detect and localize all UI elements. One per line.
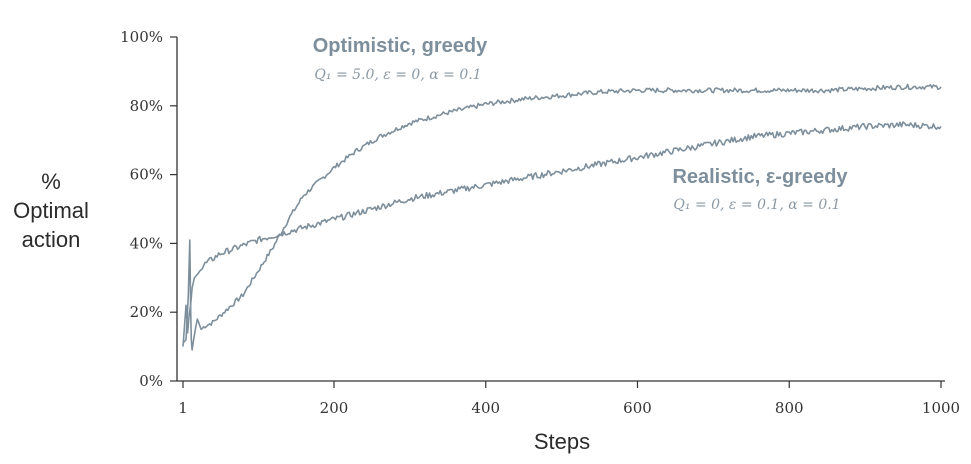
y-tick-label: 20% <box>130 303 163 321</box>
series-realistic-params: Q₁ = 0, ε = 0.1, α = 0.1 <box>673 197 840 213</box>
y-tick-label: 60% <box>130 166 163 184</box>
y-axis-title-line-2: Optimal <box>13 198 89 223</box>
series-group <box>182 83 942 351</box>
x-tick-label: 200 <box>320 399 349 417</box>
x-tick-label: 1 <box>178 399 188 417</box>
series-optimistic-title: Optimistic, greedy <box>313 35 488 57</box>
x-tick-label: 800 <box>775 399 804 417</box>
y-axis-title-line-3: action <box>22 227 81 252</box>
series-realistic-title: Realistic, ε-greedy <box>672 166 848 188</box>
y-tick-label: 80% <box>130 97 163 115</box>
series-optimistic-params: Q₁ = 5.0, ε = 0, α = 0.1 <box>314 67 481 83</box>
x-tick-label: 1000 <box>922 399 960 417</box>
y-axis-title-line-1: % <box>41 169 61 194</box>
x-tick-label: 400 <box>471 399 500 417</box>
y-tick-label: 100% <box>120 28 163 46</box>
x-tick-label: 600 <box>623 399 652 417</box>
y-axis-ticks: 0% 20% 40% 60% 80% 100% <box>120 28 177 390</box>
x-axis-title: Steps <box>534 429 590 454</box>
y-tick-label: 40% <box>130 234 163 252</box>
y-tick-label: 0% <box>139 372 163 390</box>
series-realistic-line <box>182 121 942 347</box>
x-axis-ticks: 1 200 400 600 800 1000 <box>178 381 960 417</box>
series-optimistic-line <box>182 83 942 351</box>
